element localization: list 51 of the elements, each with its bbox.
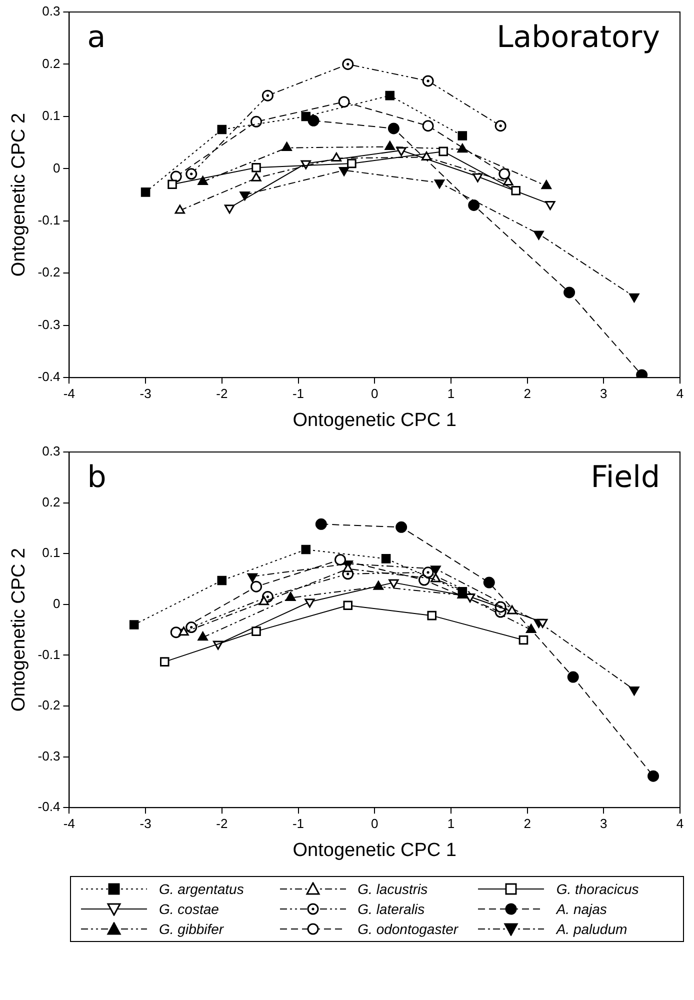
y-tick-label: -0.1 xyxy=(38,212,60,228)
y-tick-label: -0.3 xyxy=(38,316,60,332)
y-tick-label: 0.2 xyxy=(42,494,60,510)
y-axis-title: Ontogenetic CPC 2 xyxy=(8,548,30,712)
y-tick-label: 0.3 xyxy=(42,4,60,19)
y-tick-label: -0.3 xyxy=(38,748,60,764)
legend-label: G. thoracicus xyxy=(556,881,639,897)
y-tick-label: 0.1 xyxy=(42,545,60,560)
x-tick-label: -4 xyxy=(63,816,75,831)
y-tick-label: -0.1 xyxy=(38,646,60,662)
x-tick-label: -3 xyxy=(140,386,152,401)
x-tick-label: 3 xyxy=(600,386,608,401)
x-tick-label: -1 xyxy=(292,816,304,831)
annotation: a xyxy=(87,20,106,55)
legend-label: G. lacustris xyxy=(358,881,428,897)
legend-label: G. lateralis xyxy=(358,901,425,917)
y-tick-label: 0 xyxy=(52,596,60,611)
x-axis-title: Ontogenetic CPC 1 xyxy=(292,410,456,431)
y-tick-label: 0.1 xyxy=(42,108,60,124)
chart-title: Field xyxy=(590,460,660,495)
x-tick-label: 4 xyxy=(676,386,684,401)
y-tick-label: -0.2 xyxy=(38,264,60,280)
y-tick-label: -0.4 xyxy=(38,369,60,384)
chart-title: Laboratory xyxy=(496,20,660,55)
x-tick-label: 3 xyxy=(600,816,608,831)
x-tick-label: -2 xyxy=(216,386,228,401)
legend-label: G. costae xyxy=(159,901,219,917)
y-axis-title: Ontogenetic CPC 2 xyxy=(8,112,30,277)
legend-label: G. odontogaster xyxy=(358,921,458,937)
x-tick-label: 4 xyxy=(676,816,684,831)
legend-label: G. gibbifer xyxy=(159,921,224,937)
x-axis-title: Ontogenetic CPC 1 xyxy=(292,840,456,861)
x-tick-label: 1 xyxy=(447,386,455,401)
x-tick-label: -4 xyxy=(63,386,75,401)
annotation: b xyxy=(87,460,106,495)
x-tick-label: 2 xyxy=(524,386,531,401)
y-tick-label: -0.2 xyxy=(38,698,60,713)
y-tick-label: 0.3 xyxy=(42,444,60,459)
x-tick-label: -3 xyxy=(140,816,152,831)
y-tick-label: -0.4 xyxy=(38,799,60,814)
x-tick-label: 1 xyxy=(447,816,455,831)
x-tick-label: -2 xyxy=(216,816,228,831)
x-tick-label: -1 xyxy=(292,386,304,401)
x-tick-label: 0 xyxy=(370,386,378,401)
legend-label: G. argentatus xyxy=(159,881,244,897)
y-tick-label: 0 xyxy=(52,160,60,176)
y-tick-label: 0.2 xyxy=(42,56,60,71)
x-tick-label: 0 xyxy=(370,816,378,831)
x-tick-label: 2 xyxy=(524,816,531,831)
legend-label: A. paludum xyxy=(556,921,628,937)
legend-label: A. najas xyxy=(556,901,607,917)
